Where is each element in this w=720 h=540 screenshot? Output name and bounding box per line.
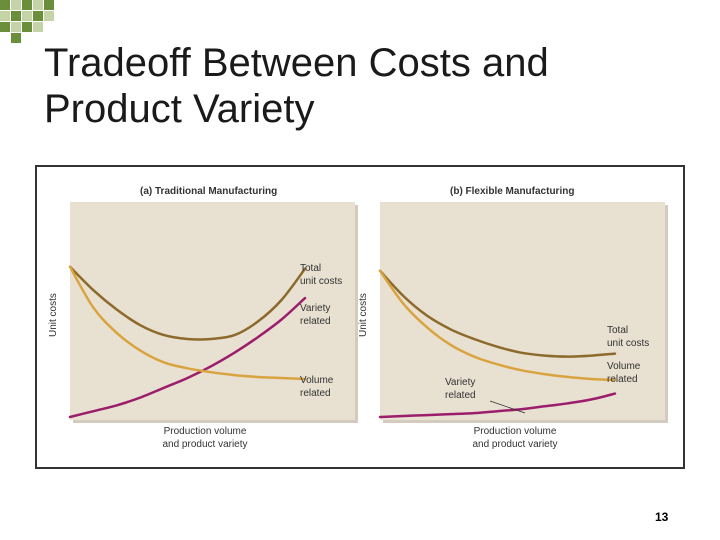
y-axis-label-b: Unit costs	[358, 293, 369, 337]
page-number: 13	[655, 510, 669, 524]
series-label-a-volume-related-line-1: Volume	[300, 375, 334, 386]
series-line-a-variety-related	[68, 296, 307, 419]
series-line-a-volume-related	[68, 265, 307, 381]
series-line-a-total-unit-costs	[68, 265, 307, 341]
series-label-a-total-unit-costs-line-2: unit costs	[300, 276, 342, 287]
checker-squares	[0, 0, 54, 43]
series-line-b-volume-related	[378, 269, 617, 382]
series-line-b-total-unit-costs	[378, 269, 617, 358]
series-label-a-total-unit-costs-line-1: Total	[300, 263, 321, 274]
x-axis-label-b-line-2: and product variety	[472, 439, 557, 450]
chart-title-a: (a) Traditional Manufacturing	[140, 186, 277, 197]
slide-title-line-1: Tradeoff Between Costs and	[44, 41, 549, 85]
series-label-b-variety-related-line-1: Variety	[445, 377, 475, 388]
series-label-a-volume-related-line-2: related	[300, 388, 331, 399]
series-line-b-variety-related	[378, 392, 617, 419]
x-axis-label-b-line-1: Production volume	[474, 426, 557, 437]
corner-checker-decoration	[0, 0, 54, 43]
series-label-b-volume-related-line-1: Volume	[607, 361, 641, 372]
leader-line-b	[489, 400, 526, 414]
series-label-b-total-unit-costs-line-1: Total	[607, 325, 628, 336]
series-label-b-total-unit-costs-line-2: unit costs	[607, 338, 649, 349]
y-axis-label-a: Unit costs	[48, 293, 59, 337]
figure-frame: (a) Traditional Manufacturing Unit costs P…	[35, 165, 685, 469]
x-axis-label-a-line-1: Production volume	[164, 426, 247, 437]
series-label-a-variety-related-line-1: Variety	[300, 303, 330, 314]
x-axis-label-a-line-2: and product variety	[162, 439, 247, 450]
series-label-b-variety-related-line-2: related	[445, 390, 476, 401]
series-label-a-variety-related-line-2: related	[300, 316, 331, 327]
charts-canvas: (a) Traditional Manufacturing Unit costs P…	[48, 186, 668, 450]
series-label-b-volume-related-line-2: related	[607, 374, 638, 385]
plot-panel-b	[380, 202, 665, 420]
slide-title-line-2: Product Variety	[44, 87, 315, 131]
slide-title: Tradeoff Between Costs and Product Varie…	[44, 40, 684, 132]
chart-title-b: (b) Flexible Manufacturing	[450, 186, 574, 197]
